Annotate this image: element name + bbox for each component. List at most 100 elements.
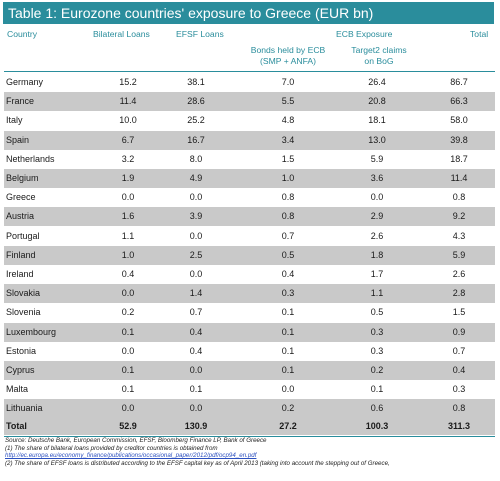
- total-cell: 18.7: [450, 153, 468, 164]
- table-row: Spain 6.7 16.7 3.4 13.0 39.8: [4, 130, 495, 150]
- bilateral-cell: 0.1: [121, 365, 135, 375]
- country-cell: Lithuania: [6, 403, 43, 414]
- bonds-cell: 0.7: [281, 230, 295, 241]
- bonds-cell: 0.2: [281, 403, 295, 414]
- note-1-link[interactable]: http://ec.europa.eu/economy_finance/publ…: [5, 452, 257, 460]
- bonds-cell: 1.5: [281, 153, 295, 164]
- total-cell: 0.7: [452, 345, 466, 356]
- total-cell: 86.7: [450, 77, 468, 87]
- total-cell: 0.4: [452, 365, 466, 375]
- total-cell: 0.3: [452, 384, 466, 395]
- bilateral-cell: 15.2: [119, 77, 137, 87]
- efsf-cell: 38.1: [187, 77, 205, 87]
- bilateral-cell: 6.7: [121, 134, 135, 145]
- bonds-cell: 1.0: [281, 173, 295, 183]
- bilateral-cell: 3.2: [121, 153, 135, 164]
- header-target2-line2: on BoG: [364, 56, 394, 66]
- efsf-cell: 2.5: [189, 249, 203, 260]
- header-bonds-line1: Bonds held by ECB: [250, 45, 326, 55]
- header-target2: Target2 claims on BoG: [345, 45, 413, 67]
- total-cell: 4.3: [452, 230, 466, 241]
- country-cell: Finland: [6, 249, 36, 260]
- efsf-cell: 0.4: [189, 345, 203, 356]
- header-divider: [4, 71, 495, 72]
- bilateral-cell: 0.4: [121, 269, 135, 279]
- efsf-cell: 0.7: [189, 307, 203, 318]
- total-cell: 66.3: [450, 96, 468, 107]
- bonds-cell: 7.0: [281, 77, 295, 87]
- note-1: (1) The share of bilateral loans provide…: [5, 444, 218, 452]
- bilateral-cell: 0.1: [121, 384, 135, 395]
- header-total: Total: [470, 29, 489, 39]
- total-cell: 0.8: [452, 403, 466, 414]
- note-2: (2) The share of EFSF loans is distribut…: [5, 459, 390, 467]
- table-row: Netherlands 3.2 8.0 1.5 5.9 18.7: [4, 150, 495, 169]
- total-row: Total 52.9 130.9 27.2 100.3 311.3: [4, 418, 495, 435]
- bilateral-cell: 1.9: [121, 173, 135, 183]
- header-efsf-loans: EFSF Loans: [176, 29, 224, 39]
- efsf-cell: 0.1: [189, 384, 203, 395]
- efsf-cell: 28.6: [187, 96, 205, 107]
- target2-cell: 0.6: [370, 403, 384, 414]
- efsf-cell: 0.4: [189, 326, 203, 337]
- efsf-cell: 3.9: [189, 211, 203, 222]
- bilateral-cell: 1.0: [121, 249, 135, 260]
- bonds-cell: 0.1: [281, 365, 295, 375]
- table-row: Belgium 1.9 4.9 1.0 3.6 11.4: [4, 169, 495, 188]
- country-cell: Portugal: [6, 230, 40, 241]
- table-row: Portugal 1.1 0.0 0.7 2.6 4.3: [4, 227, 495, 246]
- country-cell: Cyprus: [6, 365, 35, 375]
- target2-cell: 0.0: [370, 192, 384, 203]
- source-note: Source: Deutsche Bank, European Commissi…: [5, 437, 267, 444]
- country-cell: Greece: [6, 192, 36, 203]
- total-bilateral: 52.9: [119, 421, 137, 431]
- target2-cell: 0.5: [370, 307, 384, 318]
- target2-cell: 2.6: [370, 230, 384, 241]
- total-cell: 11.4: [450, 173, 468, 183]
- total-target2: 100.3: [365, 421, 389, 431]
- efsf-cell: 8.0: [189, 153, 203, 164]
- bonds-cell: 5.5: [281, 96, 295, 107]
- table-row: Ireland 0.4 0.0 0.4 1.7 2.6: [4, 265, 495, 284]
- country-cell: Belgium: [6, 173, 39, 183]
- efsf-cell: 0.0: [189, 192, 203, 203]
- header-bonds-ecb: Bonds held by ECB (SMP + ANFA): [246, 45, 330, 67]
- country-cell: France: [6, 96, 35, 107]
- target2-cell: 1.8: [370, 249, 384, 260]
- target2-cell: 13.0: [368, 134, 386, 145]
- total-cell: 5.9: [452, 249, 466, 260]
- bonds-cell: 0.1: [281, 326, 295, 337]
- bilateral-cell: 1.6: [121, 211, 135, 222]
- bilateral-cell: 0.0: [121, 192, 135, 203]
- target2-cell: 1.1: [370, 288, 384, 299]
- table-row: Slovakia 0.0 1.4 0.3 1.1 2.8: [4, 284, 495, 304]
- bonds-cell: 3.4: [281, 134, 295, 145]
- bilateral-cell: 0.1: [121, 326, 135, 337]
- table-row: Cyprus 0.1 0.0 0.1 0.2 0.4: [4, 361, 495, 380]
- efsf-cell: 0.0: [189, 269, 203, 279]
- total-cell: 2.8: [452, 288, 466, 299]
- target2-cell: 20.8: [368, 96, 386, 107]
- bilateral-cell: 0.0: [121, 403, 135, 414]
- total-label: Total: [6, 421, 27, 431]
- country-cell: Austria: [6, 211, 35, 222]
- total-cell: 2.6: [452, 269, 466, 279]
- header-bilateral-loans: Bilateral Loans: [93, 29, 150, 39]
- country-cell: Slovakia: [6, 288, 41, 299]
- bilateral-cell: 1.1: [121, 230, 135, 241]
- total-cell: 9.2: [452, 211, 466, 222]
- bonds-cell: 0.1: [281, 345, 295, 356]
- target2-cell: 0.3: [370, 345, 384, 356]
- table-row: Lithuania 0.0 0.0 0.2 0.6 0.8: [4, 399, 495, 419]
- efsf-cell: 25.2: [187, 115, 205, 126]
- table-title: Table 1: Eurozone countries' exposure to…: [3, 2, 494, 24]
- footer-divider: [4, 436, 495, 437]
- target2-cell: 2.9: [370, 211, 384, 222]
- table-row: Estonia 0.0 0.4 0.1 0.3 0.7: [4, 342, 495, 361]
- bonds-cell: 0.8: [281, 192, 295, 203]
- total-cell: 0.9: [452, 326, 466, 337]
- country-cell: Luxembourg: [6, 326, 57, 337]
- bonds-cell: 0.1: [281, 307, 295, 318]
- bilateral-cell: 10.0: [119, 115, 137, 126]
- efsf-cell: 0.0: [189, 403, 203, 414]
